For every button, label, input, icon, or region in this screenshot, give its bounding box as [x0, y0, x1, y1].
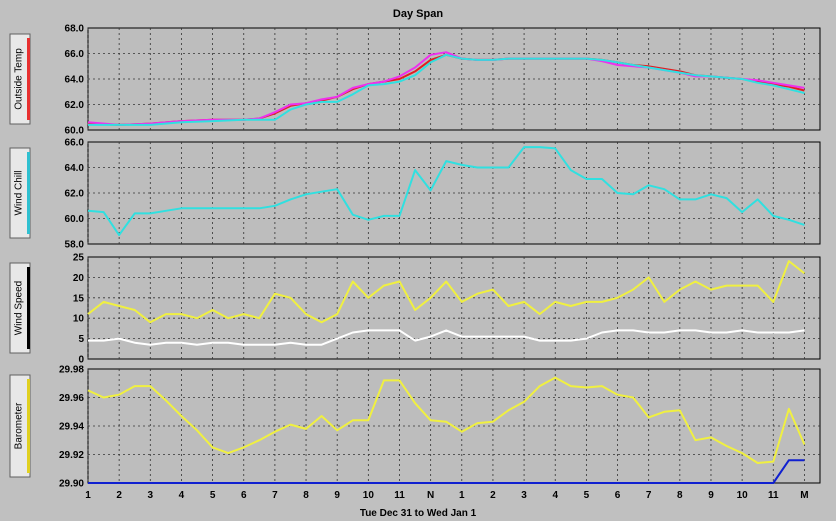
- y-tick-label: 66.0: [65, 49, 85, 60]
- y-tick-label: 29.94: [59, 422, 84, 433]
- x-tick-label: 9: [334, 490, 340, 501]
- x-tick-label: 9: [708, 490, 714, 501]
- y-axis-label: Barometer: [14, 402, 25, 449]
- y-tick-label: 29.90: [59, 479, 84, 490]
- y-tick-label: 66.0: [65, 138, 85, 149]
- y-tick-label: 60.0: [65, 214, 85, 225]
- x-tick-label: 5: [584, 490, 590, 501]
- x-tick-label: 2: [116, 490, 122, 501]
- y-axis-label: Wind Chill: [14, 170, 25, 215]
- y-tick-label: 10: [73, 314, 85, 325]
- y-axis-label: Outside Temp: [14, 48, 25, 110]
- x-tick-label: 5: [210, 490, 216, 501]
- x-tick-label: 7: [646, 490, 652, 501]
- y-tick-label: 68.0: [65, 24, 85, 35]
- x-tick-label: N: [427, 490, 434, 501]
- y-tick-label: 62.0: [65, 100, 85, 111]
- y-tick-label: 64.0: [65, 75, 85, 86]
- x-tick-label: 10: [737, 490, 749, 501]
- date-range-label: Tue Dec 31 to Wed Jan 1: [359, 508, 477, 519]
- x-tick-label: 6: [241, 490, 247, 501]
- x-tick-label: 11: [394, 490, 405, 501]
- x-tick-label: 4: [552, 490, 558, 501]
- series-line-4-1: [87, 376, 806, 464]
- y-tick-label: 62.0: [65, 189, 85, 200]
- chart-title: Day Span: [392, 8, 444, 20]
- y-tick-label: 29.96: [59, 393, 84, 404]
- series-line-3-1: [87, 260, 806, 324]
- y-axis-label: Wind Speed: [14, 281, 25, 335]
- x-tick-label: 3: [521, 490, 527, 501]
- series-line-3-2: [88, 329, 805, 346]
- x-tick-label: 4: [179, 490, 185, 501]
- y-tick-label: 64.0: [65, 163, 85, 174]
- x-tick-label: M: [800, 490, 808, 501]
- y-tick-label: 0: [78, 355, 84, 366]
- y-tick-label: 5: [78, 334, 84, 345]
- y-tick-label: 20: [73, 273, 85, 284]
- plot-area-3: [87, 256, 821, 360]
- x-tick-label: 8: [303, 490, 309, 501]
- series-line-4-2: [88, 459, 805, 484]
- y-tick-label: 60.0: [65, 126, 85, 137]
- y-tick-label: 25: [73, 253, 85, 264]
- x-tick-label: 10: [363, 490, 375, 501]
- series-line-1-3: [88, 53, 805, 126]
- y-tick-label: 29.92: [59, 450, 84, 461]
- x-tick-label: 2: [490, 490, 496, 501]
- x-tick-label: 1: [85, 490, 91, 501]
- x-tick-label: 8: [677, 490, 683, 501]
- y-tick-label: 15: [73, 293, 85, 304]
- series-line-2-1: [87, 146, 805, 237]
- x-tick-label: 1: [459, 490, 465, 501]
- x-tick-label: 3: [148, 490, 154, 501]
- x-tick-label: 6: [615, 490, 621, 501]
- y-tick-label: 29.98: [59, 365, 84, 376]
- x-tick-label: 11: [768, 490, 779, 501]
- x-tick-label: 7: [272, 490, 278, 501]
- y-tick-label: 58.0: [65, 240, 85, 251]
